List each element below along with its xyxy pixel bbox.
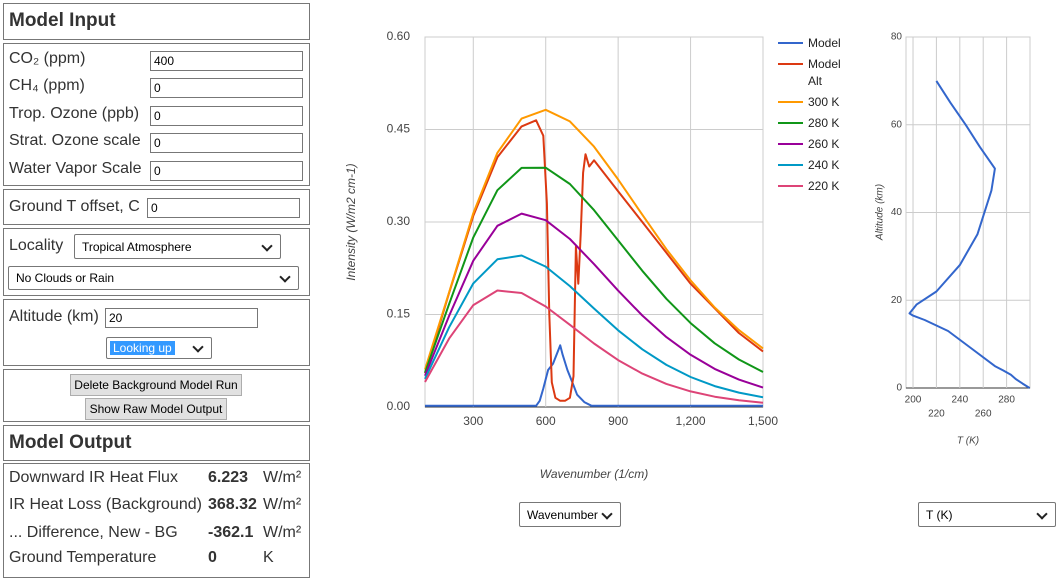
series-line (424, 289, 764, 404)
legend-label: Model (808, 36, 841, 50)
altitude-box: Altitude (km) Looking up (3, 299, 310, 366)
water-vapor-input[interactable] (150, 161, 303, 181)
label: Ground Temperature (9, 549, 157, 566)
co2-input[interactable] (150, 51, 303, 71)
y-tick-label: 0.15 (387, 307, 411, 321)
y-tick-label: 0 (896, 383, 902, 394)
series-line (424, 254, 764, 399)
clouds-select[interactable]: No Clouds or Rain (8, 266, 299, 290)
x-tick-label: 900 (608, 414, 628, 428)
legend-label: 300 K (808, 95, 840, 109)
view-select[interactable]: Looking up (106, 337, 212, 359)
label: CO₂ (ppm) (9, 50, 86, 67)
title: Model Input (9, 10, 116, 31)
ch4-input[interactable] (150, 78, 303, 98)
value: 0 (208, 549, 217, 566)
legend-label: Model Alt (808, 57, 841, 88)
unit: W/m² (263, 496, 302, 513)
series-line (424, 166, 764, 374)
y-tick-label: 40 (891, 207, 903, 218)
label: Strat. Ozone scale (9, 132, 141, 149)
x-axis-select[interactable]: Wavenumber (519, 502, 621, 527)
label: Water Vapor Scale (9, 160, 142, 177)
legend-label: 220 K (808, 179, 840, 193)
x-tick-label: 1,200 (676, 414, 706, 428)
label: Altitude (km) (9, 308, 99, 325)
locality-box: Locality Tropical Atmosphere No Clouds o… (3, 228, 310, 296)
legend-label: 280 K (808, 116, 840, 130)
label: Ground T offset, C (9, 198, 140, 215)
series-line (425, 344, 763, 407)
gas-inputs: CO₂ (ppm) CH₄ (ppm) Trop. Ozone (ppb) St… (3, 43, 310, 186)
y-axis-title: Altitude (km) (875, 184, 886, 241)
title: Model Output (9, 432, 132, 453)
series-line (424, 108, 764, 370)
y-tick-label: 0.60 (387, 29, 411, 43)
atmosphere-select[interactable]: Tropical Atmosphere (74, 234, 281, 259)
label: Locality (9, 237, 64, 254)
label: ... Difference, New - BG (9, 524, 178, 541)
label: Downward IR Heat Flux (9, 469, 178, 486)
x-tick-label: 280 (998, 395, 1015, 406)
y-tick-label: 20 (891, 295, 903, 306)
value: -362.1 (208, 524, 254, 541)
series-line (424, 212, 764, 389)
y-tick-label: 80 (891, 32, 903, 43)
x-tick-label: 220 (928, 409, 945, 420)
series-line (908, 80, 1031, 389)
value: 6.223 (208, 469, 249, 486)
unit: W/m² (263, 469, 302, 486)
legend-label: 260 K (808, 137, 840, 151)
y-axis-title: Intensity (W/m2 cm-1) (344, 163, 358, 280)
label: Trop. Ozone (ppb) (9, 105, 140, 122)
input-header: Model Input (3, 3, 310, 40)
label: CH₄ (ppm) (9, 77, 85, 94)
x-tick-label: 300 (463, 414, 483, 428)
x-axis-title: Wavenumber (1/cm) (540, 467, 648, 481)
x-tick-label: 240 (951, 395, 968, 406)
output-box: Downward IR Heat Flux 6.223 W/m² IR Heat Lo… (3, 463, 310, 578)
y-tick-label: 0.00 (387, 399, 411, 413)
x-tick-label: 200 (905, 395, 922, 406)
x-tick-label: 600 (536, 414, 556, 428)
label: IR Heat Loss (Background) (9, 496, 202, 513)
unit: K (263, 549, 274, 566)
series-line (424, 119, 764, 402)
strat-ozone-input[interactable] (150, 133, 303, 153)
x-axis-title: T (K) (957, 436, 979, 447)
raw-output-button[interactable]: Show Raw Model Output (85, 398, 227, 420)
y-tick-label: 60 (891, 119, 903, 130)
buttons-box: Delete Background Model Run Show Raw Mod… (3, 369, 310, 422)
unit: W/m² (263, 524, 302, 541)
ground-t-box: Ground T offset, C (3, 189, 310, 225)
x-tick-label: 260 (975, 409, 992, 420)
y-tick-label: 0.30 (387, 214, 411, 228)
legend-label: 240 K (808, 158, 840, 172)
value: 368.32 (208, 496, 257, 513)
x-axis-select[interactable]: T (K) (918, 502, 1056, 527)
altitude-input[interactable] (105, 308, 258, 328)
ground-t-input[interactable] (147, 198, 300, 218)
output-header: Model Output (3, 425, 310, 461)
delete-button[interactable]: Delete Background Model Run (70, 374, 242, 396)
trop-ozone-input[interactable] (150, 106, 303, 126)
option: Looking up (110, 341, 175, 355)
x-tick-label: 1,500 (748, 414, 778, 428)
y-tick-label: 0.45 (387, 122, 411, 136)
